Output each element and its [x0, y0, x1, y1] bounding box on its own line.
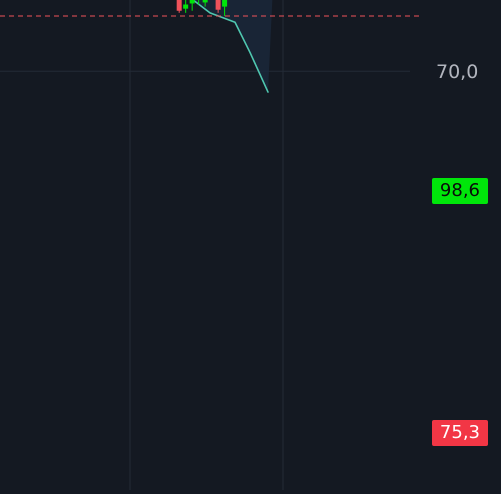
candle-body: [215, 0, 221, 10]
price-axis-label: 70,0: [436, 61, 478, 83]
band-fill: [193, 0, 273, 93]
candle-body: [176, 0, 182, 11]
low-price-badge: 75,3: [431, 420, 488, 446]
lower-band-line: [191, 0, 269, 93]
candle-body: [222, 0, 228, 7]
last-price-badge: 98,6: [431, 178, 488, 204]
candle-body: [189, 0, 195, 4]
candle-body: [183, 4, 189, 9]
candle-body: [202, 0, 208, 3]
